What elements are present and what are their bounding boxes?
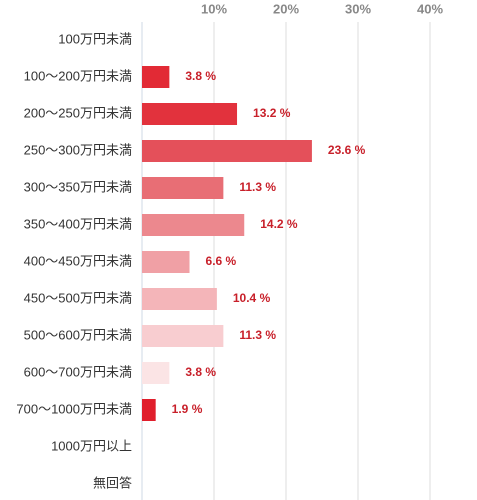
bar xyxy=(142,288,217,310)
y-tick-label: 500〜600万円未満 xyxy=(24,327,132,342)
bar xyxy=(142,399,156,421)
data-label: 14.2 % xyxy=(260,217,298,231)
y-tick-label: 350〜400万円未満 xyxy=(24,216,132,231)
data-label: 3.8 % xyxy=(185,69,216,83)
y-tick-label: 200〜250万円未満 xyxy=(24,105,132,120)
data-label: 6.6 % xyxy=(206,254,237,268)
y-tick-label: 250〜300万円未満 xyxy=(24,142,132,157)
y-tick-label: 100万円未満 xyxy=(58,31,132,46)
data-label: 1.9 % xyxy=(172,402,203,416)
bar xyxy=(142,140,312,162)
y-tick-label: 1000万円以上 xyxy=(51,438,132,453)
bar xyxy=(142,325,224,347)
y-tick-label: 300〜350万円未満 xyxy=(24,179,132,194)
bar xyxy=(142,66,170,88)
y-tick-label: 700〜1000万円未満 xyxy=(16,401,132,416)
bar xyxy=(142,177,224,199)
data-label: 10.4 % xyxy=(233,291,271,305)
x-tick-label: 20% xyxy=(273,1,299,16)
data-label: 3.8 % xyxy=(185,365,216,379)
data-label: 11.3 % xyxy=(239,328,276,342)
x-tick-label: 30% xyxy=(345,1,371,16)
bar xyxy=(142,251,190,273)
bar xyxy=(142,103,238,125)
x-tick-label: 10% xyxy=(201,1,227,16)
x-tick-label: 40% xyxy=(417,1,443,16)
y-tick-label: 600〜700万円未満 xyxy=(24,364,132,379)
y-tick-label: 450〜500万円未満 xyxy=(24,290,132,305)
data-label: 23.6 % xyxy=(328,143,366,157)
data-label: 11.3 % xyxy=(239,180,276,194)
bar xyxy=(142,362,170,384)
y-tick-label: 100〜200万円未満 xyxy=(24,68,132,83)
bar xyxy=(142,214,245,236)
y-tick-label: 無回答 xyxy=(93,475,132,490)
y-tick-label: 400〜450万円未満 xyxy=(24,253,132,268)
data-label: 13.2 % xyxy=(253,106,291,120)
